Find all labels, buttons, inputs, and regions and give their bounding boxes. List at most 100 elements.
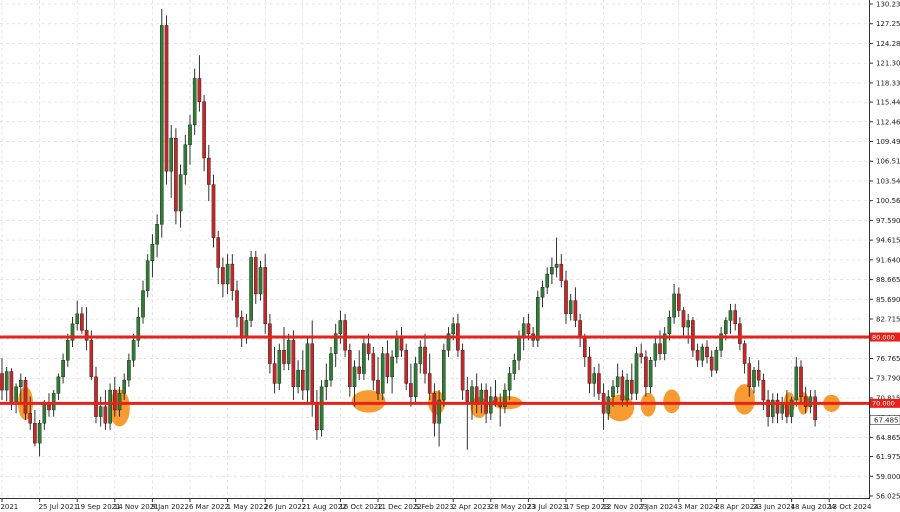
candle-body-down: [80, 313, 84, 331]
candle-body-up: [521, 323, 526, 338]
candle-body-down: [310, 343, 315, 404]
candle-body-down: [28, 413, 33, 424]
x-tick-label: 5 Feb 2023: [415, 503, 454, 511]
candle-body-down: [474, 386, 479, 404]
candle-body-down: [587, 356, 592, 384]
candle: [597, 363, 601, 401]
candle: [174, 128, 178, 225]
candle: [70, 317, 75, 347]
candle: [352, 360, 357, 407]
y-tick-label: 88.665: [876, 276, 900, 284]
candle-body-down: [432, 393, 437, 424]
candle-body-down: [315, 403, 319, 431]
candle-body-up: [296, 369, 300, 387]
current-price-tag: 67.485: [869, 415, 900, 425]
candle-body-down: [47, 404, 51, 411]
candle: [183, 134, 188, 185]
candle: [794, 356, 799, 407]
candle: [390, 350, 394, 394]
candle: [681, 307, 686, 338]
candle: [333, 323, 338, 367]
candle: [122, 373, 126, 401]
candle-body-down: [239, 316, 244, 338]
candle: [644, 350, 648, 397]
candle: [446, 327, 451, 357]
candle-body-up: [536, 297, 540, 341]
candle-body-down: [630, 379, 634, 394]
candle: [695, 343, 700, 367]
candle-body-down: [33, 423, 37, 444]
candle: [202, 95, 206, 172]
candle: [84, 307, 89, 351]
candle: [37, 419, 42, 457]
candle: [282, 327, 286, 371]
candle-body-down: [301, 369, 305, 391]
candle: [512, 353, 517, 381]
candle-body-down: [343, 320, 347, 351]
candle-body-up: [127, 360, 131, 381]
candle-body-up: [752, 369, 756, 387]
candle: [249, 250, 253, 328]
candle-body-down: [357, 366, 362, 374]
y-tick-label: 59.000: [876, 473, 900, 481]
candle-body-up: [65, 340, 70, 361]
candle: [108, 383, 112, 430]
y-tick-label: 70.815: [876, 394, 900, 402]
candle-body-up: [503, 389, 507, 407]
candle-body-up: [667, 316, 672, 334]
candle: [296, 360, 300, 394]
candle-body-down: [460, 350, 465, 391]
candle-body-up: [390, 356, 394, 378]
x-tick-label: 21 Aug 2022: [302, 503, 347, 511]
candles: [0, 8, 817, 457]
candle: [268, 313, 272, 374]
candle-body-up: [554, 263, 559, 268]
candle: [155, 214, 159, 258]
y-tick-label: 103.540: [876, 177, 900, 185]
candle-body-up: [37, 423, 42, 444]
candle: [216, 230, 221, 284]
x-tick-label: 25 Jul 2021: [39, 503, 79, 511]
candle-body-down: [112, 389, 117, 411]
candle: [103, 390, 108, 430]
candle-body-down: [423, 346, 427, 374]
candle-body-down: [366, 343, 371, 354]
candle-body-down: [376, 379, 380, 394]
candle-body-up: [625, 379, 629, 401]
candle-body-up: [380, 353, 385, 394]
x-tick-label: 14 Nov 2021: [114, 503, 159, 511]
candle-body-down: [484, 389, 488, 414]
candle: [80, 307, 84, 334]
y-tick-label: 56.025: [876, 493, 900, 501]
candle-body-down: [709, 356, 714, 371]
candle: [672, 283, 676, 324]
candle: [507, 366, 512, 401]
candle-body-up: [136, 316, 141, 341]
candle: [752, 366, 756, 394]
current-price-box: [869, 415, 900, 425]
x-tick-label: 28 Apr 2024: [715, 503, 759, 511]
candle: [634, 346, 639, 401]
candle: [258, 260, 263, 301]
candle-body-up: [728, 310, 733, 321]
candle-body-up: [512, 360, 517, 374]
support-highlight: [734, 384, 755, 415]
candle-body-down: [813, 396, 817, 421]
candle-body-down: [733, 310, 737, 324]
candle-body-up: [244, 320, 249, 338]
candle: [771, 393, 775, 424]
candle-body-down: [216, 237, 221, 268]
candle-body-down: [775, 399, 780, 414]
candle-body-up: [634, 353, 639, 394]
x-tick-label: 3 Mar 2024: [678, 503, 718, 511]
candle-body-up: [352, 366, 357, 387]
candle-body-up: [61, 360, 65, 378]
candle-body-up: [131, 340, 136, 361]
candle-body-up: [329, 353, 333, 381]
candle: [33, 409, 37, 447]
candle-body-up: [611, 386, 615, 397]
candle: [662, 327, 667, 361]
candle: [592, 366, 596, 397]
